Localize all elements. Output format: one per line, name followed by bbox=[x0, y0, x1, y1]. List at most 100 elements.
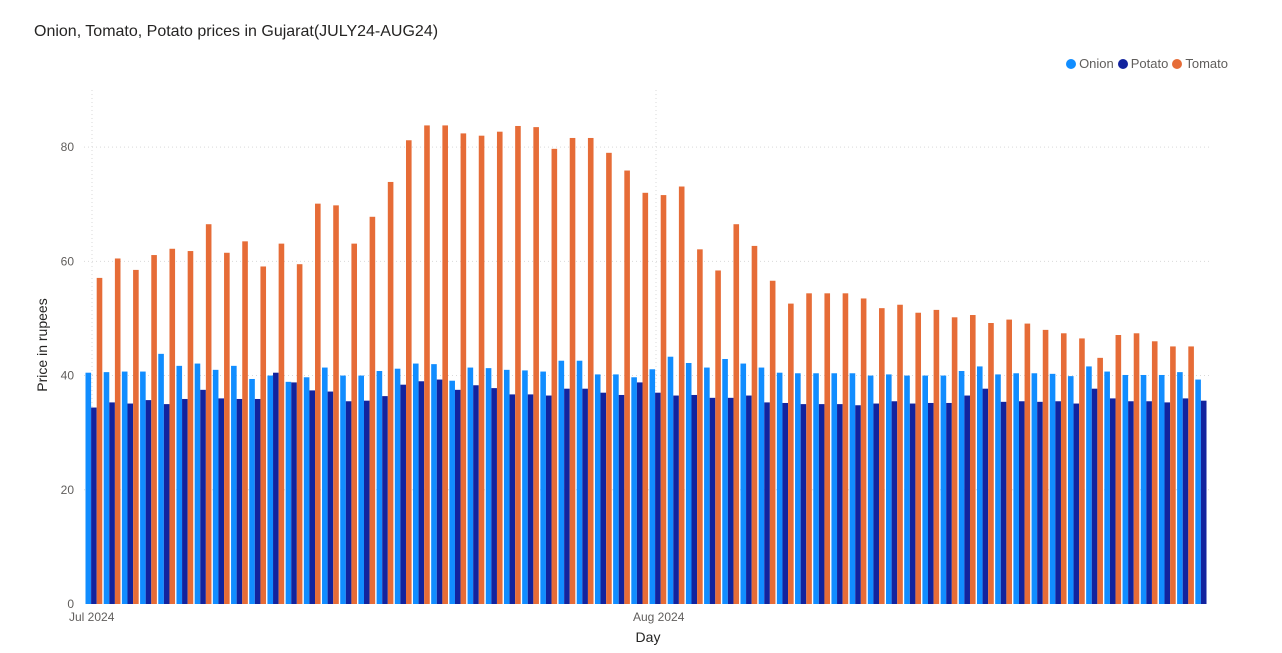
bar-potato[interactable] bbox=[782, 402, 789, 604]
bar-onion[interactable] bbox=[558, 360, 565, 604]
bar-onion[interactable] bbox=[649, 369, 656, 604]
bar-potato[interactable] bbox=[564, 388, 570, 604]
bar-tomato[interactable] bbox=[351, 243, 358, 604]
bar-onion[interactable] bbox=[594, 374, 601, 604]
bar-onion[interactable] bbox=[1177, 372, 1183, 604]
bar-tomato[interactable] bbox=[1024, 323, 1031, 604]
bar-onion[interactable] bbox=[1067, 376, 1074, 604]
bar-onion[interactable] bbox=[1031, 373, 1038, 604]
bar-potato[interactable] bbox=[1018, 401, 1025, 604]
bar-onion[interactable] bbox=[976, 366, 983, 604]
bar-onion[interactable] bbox=[995, 374, 1001, 604]
bar-potato[interactable] bbox=[291, 382, 297, 604]
bar-onion[interactable] bbox=[849, 373, 856, 604]
bar-potato[interactable] bbox=[218, 398, 225, 604]
bar-potato[interactable] bbox=[364, 400, 370, 604]
bar-potato[interactable] bbox=[436, 379, 443, 604]
bar-onion[interactable] bbox=[540, 371, 546, 604]
bar-tomato[interactable] bbox=[278, 243, 285, 604]
bar-potato[interactable] bbox=[400, 384, 406, 604]
bar-onion[interactable] bbox=[886, 374, 892, 604]
bar-tomato[interactable] bbox=[369, 216, 376, 605]
bar-tomato[interactable] bbox=[806, 293, 812, 604]
bar-onion[interactable] bbox=[194, 363, 201, 604]
bar-tomato[interactable] bbox=[624, 170, 630, 604]
bar-potato[interactable] bbox=[491, 388, 497, 604]
bar-onion[interactable] bbox=[449, 380, 455, 604]
bar-tomato[interactable] bbox=[1115, 335, 1122, 604]
bar-potato[interactable] bbox=[873, 403, 880, 604]
bar-potato[interactable] bbox=[837, 404, 843, 604]
bar-onion[interactable] bbox=[121, 371, 128, 604]
bar-potato[interactable] bbox=[200, 389, 206, 604]
bar-potato[interactable] bbox=[1037, 401, 1043, 604]
bar-tomato[interactable] bbox=[988, 323, 994, 604]
bar-onion[interactable] bbox=[431, 364, 437, 604]
bar-tomato[interactable] bbox=[260, 266, 267, 604]
bar-tomato[interactable] bbox=[1188, 346, 1194, 604]
bar-tomato[interactable] bbox=[133, 269, 139, 604]
bar-tomato[interactable] bbox=[1097, 357, 1103, 604]
bar-potato[interactable] bbox=[527, 394, 534, 604]
bar-potato[interactable] bbox=[600, 392, 607, 604]
bar-onion[interactable] bbox=[1122, 374, 1129, 604]
bar-onion[interactable] bbox=[958, 370, 965, 604]
bar-onion[interactable] bbox=[667, 356, 674, 604]
bar-onion[interactable] bbox=[467, 367, 474, 604]
bar-potato[interactable] bbox=[964, 395, 970, 604]
bar-potato[interactable] bbox=[182, 398, 188, 604]
bar-potato[interactable] bbox=[709, 397, 716, 604]
bar-onion[interactable] bbox=[1158, 374, 1165, 604]
bar-potato[interactable] bbox=[618, 394, 625, 604]
bar-tomato[interactable] bbox=[315, 203, 321, 604]
bar-tomato[interactable] bbox=[96, 277, 103, 604]
bar-tomato[interactable] bbox=[424, 125, 430, 604]
bar-tomato[interactable] bbox=[1151, 341, 1158, 604]
bar-potato[interactable] bbox=[655, 392, 661, 604]
bar-tomato[interactable] bbox=[715, 270, 721, 604]
bar-onion[interactable] bbox=[158, 353, 164, 604]
bar-onion[interactable] bbox=[704, 367, 710, 604]
bar-potato[interactable] bbox=[509, 394, 516, 604]
bar-potato[interactable] bbox=[454, 389, 461, 604]
bar-tomato[interactable] bbox=[879, 308, 885, 604]
bar-onion[interactable] bbox=[231, 365, 237, 604]
bar-tomato[interactable] bbox=[969, 315, 976, 604]
bar-tomato[interactable] bbox=[660, 195, 667, 604]
bar-potato[interactable] bbox=[1055, 401, 1061, 604]
bar-potato[interactable] bbox=[636, 382, 643, 604]
bar-potato[interactable] bbox=[309, 390, 316, 604]
bar-onion[interactable] bbox=[576, 360, 583, 604]
bar-tomato[interactable] bbox=[333, 205, 339, 605]
bar-tomato[interactable] bbox=[897, 304, 903, 604]
bar-tomato[interactable] bbox=[114, 258, 121, 604]
bar-potato[interactable] bbox=[818, 404, 825, 604]
bar-tomato[interactable] bbox=[478, 135, 485, 604]
bar-tomato[interactable] bbox=[733, 224, 740, 604]
bar-potato[interactable] bbox=[273, 372, 279, 604]
bar-potato[interactable] bbox=[673, 395, 679, 604]
bar-onion[interactable] bbox=[85, 372, 92, 604]
bar-onion[interactable] bbox=[740, 363, 747, 604]
bar-onion[interactable] bbox=[1086, 366, 1092, 604]
bar-onion[interactable] bbox=[376, 370, 383, 604]
bar-onion[interactable] bbox=[685, 362, 692, 604]
bar-onion[interactable] bbox=[1049, 373, 1056, 604]
bar-onion[interactable] bbox=[358, 375, 364, 604]
bar-potato[interactable] bbox=[891, 401, 898, 604]
bar-onion[interactable] bbox=[758, 367, 765, 604]
bar-potato[interactable] bbox=[928, 402, 934, 604]
bar-potato[interactable] bbox=[1091, 388, 1098, 604]
bar-tomato[interactable] bbox=[515, 125, 521, 604]
bar-onion[interactable] bbox=[103, 372, 110, 604]
bar-potato[interactable] bbox=[1182, 398, 1189, 604]
bar-onion[interactable] bbox=[813, 373, 819, 604]
bar-potato[interactable] bbox=[327, 391, 334, 604]
bar-tomato[interactable] bbox=[860, 298, 867, 604]
bar-onion[interactable] bbox=[1140, 374, 1147, 604]
bar-onion[interactable] bbox=[176, 365, 183, 604]
bar-potato[interactable] bbox=[1200, 400, 1207, 604]
bar-onion[interactable] bbox=[613, 374, 619, 604]
bar-tomato[interactable] bbox=[1079, 338, 1085, 604]
bar-onion[interactable] bbox=[904, 375, 910, 604]
